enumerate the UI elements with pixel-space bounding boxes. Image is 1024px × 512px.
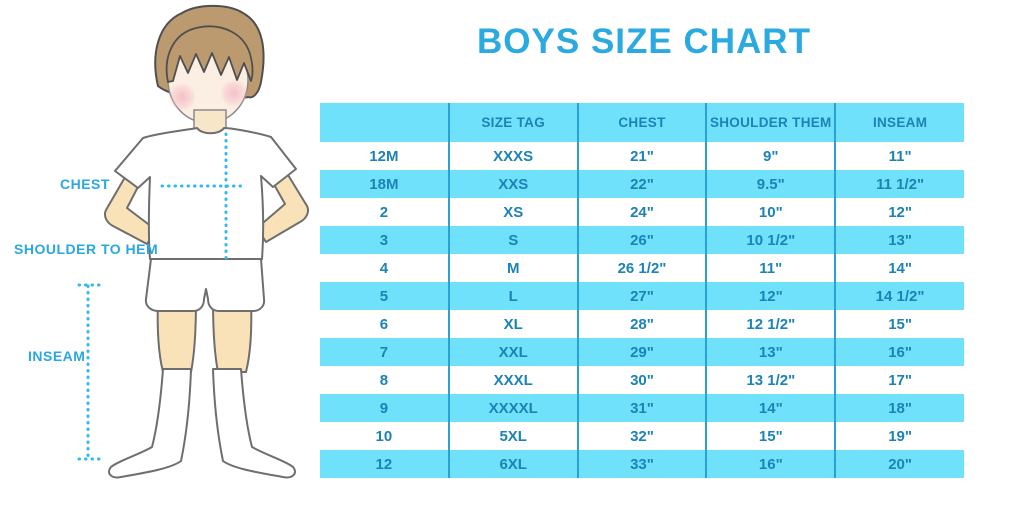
table-cell: 33" — [577, 450, 708, 478]
hair-fringe — [165, 25, 254, 83]
table-cell: 9.5" — [706, 170, 837, 198]
table-cell: 16" — [706, 450, 837, 478]
table-cell: XXL — [448, 338, 579, 366]
table-cell: 4 — [320, 254, 450, 282]
table-cell: 19" — [835, 422, 964, 450]
table-cell: 16" — [835, 338, 964, 366]
table-cell: L — [448, 282, 579, 310]
table-cell: 7 — [320, 338, 450, 366]
header-cell-shoulder-them: SHOULDER THEM — [706, 103, 837, 142]
table-cell: 11" — [706, 254, 837, 282]
size-table-header: SIZE TAG CHEST SHOULDER THEM INSEAM — [320, 103, 964, 142]
size-table: SIZE TAG CHEST SHOULDER THEM INSEAM 12M XXXS… — [320, 103, 964, 478]
table-row: 2 XS 24" 10" 12" — [320, 198, 964, 226]
table-row: 18M XXS 22" 9.5" 11 1/2" — [320, 170, 964, 198]
table-cell: 31" — [577, 394, 708, 422]
page-title: BOYS SIZE CHART — [477, 22, 811, 61]
table-cell: 13 1/2" — [706, 366, 837, 394]
arm-left — [103, 171, 157, 245]
table-row: 12 6XL 33" 16" 20" — [320, 450, 964, 478]
table-cell: 11" — [835, 142, 964, 170]
header-cell-size — [320, 103, 450, 142]
shirt — [114, 127, 297, 260]
table-cell: XXXL — [448, 366, 579, 394]
size-table-body: 12M XXXS 21" 9" 11" 18M XXS 22" 9.5" 11 1/2" 2 XS 24… — [320, 142, 964, 478]
boy-figure-drawing — [77, 4, 310, 479]
table-cell: 15" — [706, 422, 837, 450]
table-cell: 29" — [577, 338, 708, 366]
table-cell: 12 — [320, 450, 450, 478]
table-cell: 13" — [706, 338, 837, 366]
cheek-left — [168, 83, 196, 111]
table-cell: 2 — [320, 198, 450, 226]
table-row: 8 XXXL 30" 13 1/2" 17" — [320, 366, 964, 394]
shoulder-to-hem-label: SHOULDER TO HEM — [14, 241, 159, 257]
table-cell: XL — [448, 310, 579, 338]
table-cell: 12 1/2" — [706, 310, 837, 338]
table-cell: 27" — [577, 282, 708, 310]
table-row: 12M XXXS 21" 9" 11" — [320, 142, 964, 170]
table-cell: 3 — [320, 226, 450, 254]
table-cell: XXS — [448, 170, 579, 198]
sock-right — [212, 368, 296, 479]
leg-right — [211, 299, 253, 373]
table-row: 6 XL 28" 12 1/2" 15" — [320, 310, 964, 338]
table-cell: 13" — [835, 226, 964, 254]
table-cell: 9 — [320, 394, 450, 422]
table-cell: 24" — [577, 198, 708, 226]
table-cell: 20" — [835, 450, 964, 478]
table-row: 5 L 27" 12" 14 1/2" — [320, 282, 964, 310]
table-cell: 14" — [706, 394, 837, 422]
table-cell: M — [448, 254, 579, 282]
table-cell: XXXS — [448, 142, 579, 170]
shorts — [144, 258, 266, 312]
table-cell: 26 1/2" — [577, 254, 708, 282]
header-cell-size-tag: SIZE TAG — [448, 103, 579, 142]
table-cell: 15" — [835, 310, 964, 338]
header-cell-inseam: INSEAM — [835, 103, 964, 142]
boy-illustration: CHEST SHOULDER TO HEM INSEAM — [0, 0, 320, 512]
table-cell: 11 1/2" — [835, 170, 964, 198]
table-cell: 18M — [320, 170, 450, 198]
header-row: SIZE TAG CHEST SHOULDER THEM INSEAM — [320, 103, 964, 142]
table-cell: 10 1/2" — [706, 226, 837, 254]
table-row: 4 M 26 1/2" 11" 14" — [320, 254, 964, 282]
table-row: 10 5XL 32" 15" 19" — [320, 422, 964, 450]
table-row: 9 XXXXL 31" 14" 18" — [320, 394, 964, 422]
arm-right — [256, 169, 310, 243]
cheek-right — [220, 79, 248, 107]
table-cell: 32" — [577, 422, 708, 450]
table-cell: S — [448, 226, 579, 254]
table-cell: 10 — [320, 422, 450, 450]
table-cell: 17" — [835, 366, 964, 394]
table-cell: 6 — [320, 310, 450, 338]
table-cell: 14" — [835, 254, 964, 282]
table-cell: 12" — [835, 198, 964, 226]
table-cell: XXXXL — [448, 394, 579, 422]
table-row: 7 XXL 29" 13" 16" — [320, 338, 964, 366]
table-cell: 26" — [577, 226, 708, 254]
table-cell: 22" — [577, 170, 708, 198]
table-cell: 18" — [835, 394, 964, 422]
table-cell: 9" — [706, 142, 837, 170]
sock-left — [108, 368, 192, 479]
table-cell: 12M — [320, 142, 450, 170]
table-row: 3 S 26" 10 1/2" 13" — [320, 226, 964, 254]
table-cell: 14 1/2" — [835, 282, 964, 310]
table-cell: 10" — [706, 198, 837, 226]
table-cell: 28" — [577, 310, 708, 338]
chest-label: CHEST — [60, 176, 110, 192]
table-cell: 5XL — [448, 422, 579, 450]
table-cell: XS — [448, 198, 579, 226]
table-cell: 5 — [320, 282, 450, 310]
table-cell: 12" — [706, 282, 837, 310]
inseam-label: INSEAM — [28, 348, 86, 364]
table-cell: 8 — [320, 366, 450, 394]
table-cell: 6XL — [448, 450, 579, 478]
header-cell-chest: CHEST — [577, 103, 708, 142]
table-cell: 30" — [577, 366, 708, 394]
table-cell: 21" — [577, 142, 708, 170]
